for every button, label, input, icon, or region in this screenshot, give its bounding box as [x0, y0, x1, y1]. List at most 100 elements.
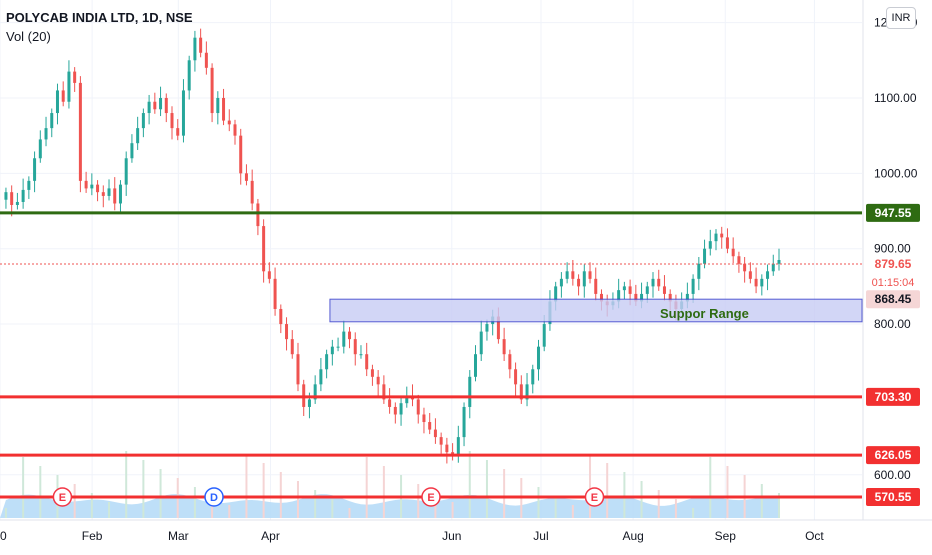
- candle-body: [107, 188, 111, 196]
- candle-body: [737, 256, 741, 264]
- time-tick-label: Oct: [805, 529, 824, 543]
- candle-body: [244, 173, 248, 181]
- candle-body: [628, 286, 632, 294]
- candle-body: [743, 263, 747, 272]
- candle-body: [725, 237, 729, 249]
- candle-body: [267, 271, 271, 279]
- volume-bar: [365, 457, 368, 518]
- level-price-badge: [866, 387, 920, 406]
- candle-body: [766, 271, 770, 279]
- candle-body: [473, 354, 477, 377]
- price-tick-label: 1000.00: [874, 166, 918, 180]
- level-price-badge: [866, 446, 920, 465]
- candle-body: [176, 128, 180, 136]
- candle-body: [296, 354, 300, 385]
- candle-body: [485, 324, 489, 332]
- candle-body: [462, 406, 466, 438]
- candle-body: [342, 331, 346, 347]
- earnings-event-marker[interactable]: [584, 487, 605, 507]
- candle-body: [84, 180, 88, 189]
- candle-body: [771, 263, 775, 272]
- candle-body: [359, 354, 363, 356]
- candle-body: [536, 346, 540, 370]
- candle-body: [456, 437, 460, 456]
- candle-body: [181, 90, 185, 136]
- volume-bar: [314, 490, 317, 518]
- dividend-event-marker-label: D: [210, 492, 218, 504]
- candle-body: [405, 395, 409, 404]
- candle-body: [170, 113, 174, 129]
- candle-body: [582, 271, 586, 287]
- time-tick-label: Aug: [622, 529, 643, 543]
- volume-bar: [211, 496, 214, 518]
- candle-body: [668, 293, 672, 302]
- candle-body: [290, 339, 294, 355]
- volume-bar: [262, 463, 265, 518]
- candle-body: [136, 128, 140, 144]
- candle-body: [479, 331, 483, 355]
- volume-bar: [623, 472, 626, 518]
- price-tick-label: 800.00: [874, 317, 911, 331]
- candle-body: [38, 139, 42, 159]
- candle-body: [554, 286, 558, 302]
- currency-button[interactable]: INR: [886, 7, 916, 29]
- earnings-event-marker[interactable]: [52, 487, 73, 507]
- candle-body: [250, 180, 254, 204]
- candle-body: [657, 278, 661, 287]
- candle-body: [720, 233, 724, 238]
- candle-body: [542, 324, 546, 347]
- candle-body: [393, 406, 397, 415]
- candle-body: [44, 128, 48, 140]
- volume-bar: [73, 484, 76, 518]
- candle-body: [433, 429, 437, 438]
- volume-bar: [692, 508, 695, 518]
- volume-bar: [726, 466, 729, 518]
- last-price-badge: [866, 255, 920, 274]
- support-range-zone[interactable]: [329, 298, 863, 323]
- volume-bar: [90, 493, 93, 518]
- volume-indicator-label[interactable]: Vol (20): [6, 29, 51, 44]
- support-range-label: Suppor Range: [660, 306, 749, 321]
- volume-bar: [245, 454, 248, 518]
- volume-bar: [296, 481, 299, 518]
- volume-bar: [228, 505, 231, 518]
- earnings-event-marker-label: E: [59, 492, 66, 504]
- candle-body: [445, 444, 449, 453]
- candle-body: [748, 271, 752, 279]
- earnings-event-marker[interactable]: [421, 487, 441, 507]
- candle-body: [634, 293, 638, 302]
- candle-body: [640, 293, 644, 302]
- candle-body: [199, 37, 203, 53]
- candle-body: [422, 414, 426, 423]
- volume-bar: [554, 496, 557, 518]
- symbol-title[interactable]: POLYCAB INDIA LTD, 1D, NSE: [6, 10, 193, 25]
- candle-body: [330, 346, 334, 355]
- candle-body: [594, 278, 598, 294]
- candle-body: [285, 324, 289, 340]
- candle-body: [353, 339, 357, 355]
- volume-bar: [279, 472, 282, 518]
- volume-bar: [382, 466, 385, 518]
- candle-body: [279, 308, 283, 325]
- candle-body: [187, 60, 191, 91]
- dividend-event-marker[interactable]: [204, 487, 224, 507]
- candle-body: [731, 248, 735, 257]
- candle-body: [239, 135, 243, 174]
- candle-body: [141, 113, 145, 129]
- candle-body: [760, 278, 764, 287]
- price-tick-label: 900.00: [874, 242, 911, 256]
- candle-body: [691, 278, 695, 294]
- time-tick-label: Apr: [261, 529, 280, 543]
- candle-body: [496, 316, 500, 340]
- candle-body: [416, 399, 420, 415]
- candle-body: [754, 278, 758, 287]
- volume-bar: [331, 499, 334, 518]
- time-tick-label: 20: [0, 529, 7, 543]
- candle-body: [399, 403, 403, 415]
- candle-body: [777, 260, 781, 264]
- volume-bar: [571, 505, 574, 518]
- volume-bar: [589, 454, 592, 518]
- candle-body: [577, 278, 581, 287]
